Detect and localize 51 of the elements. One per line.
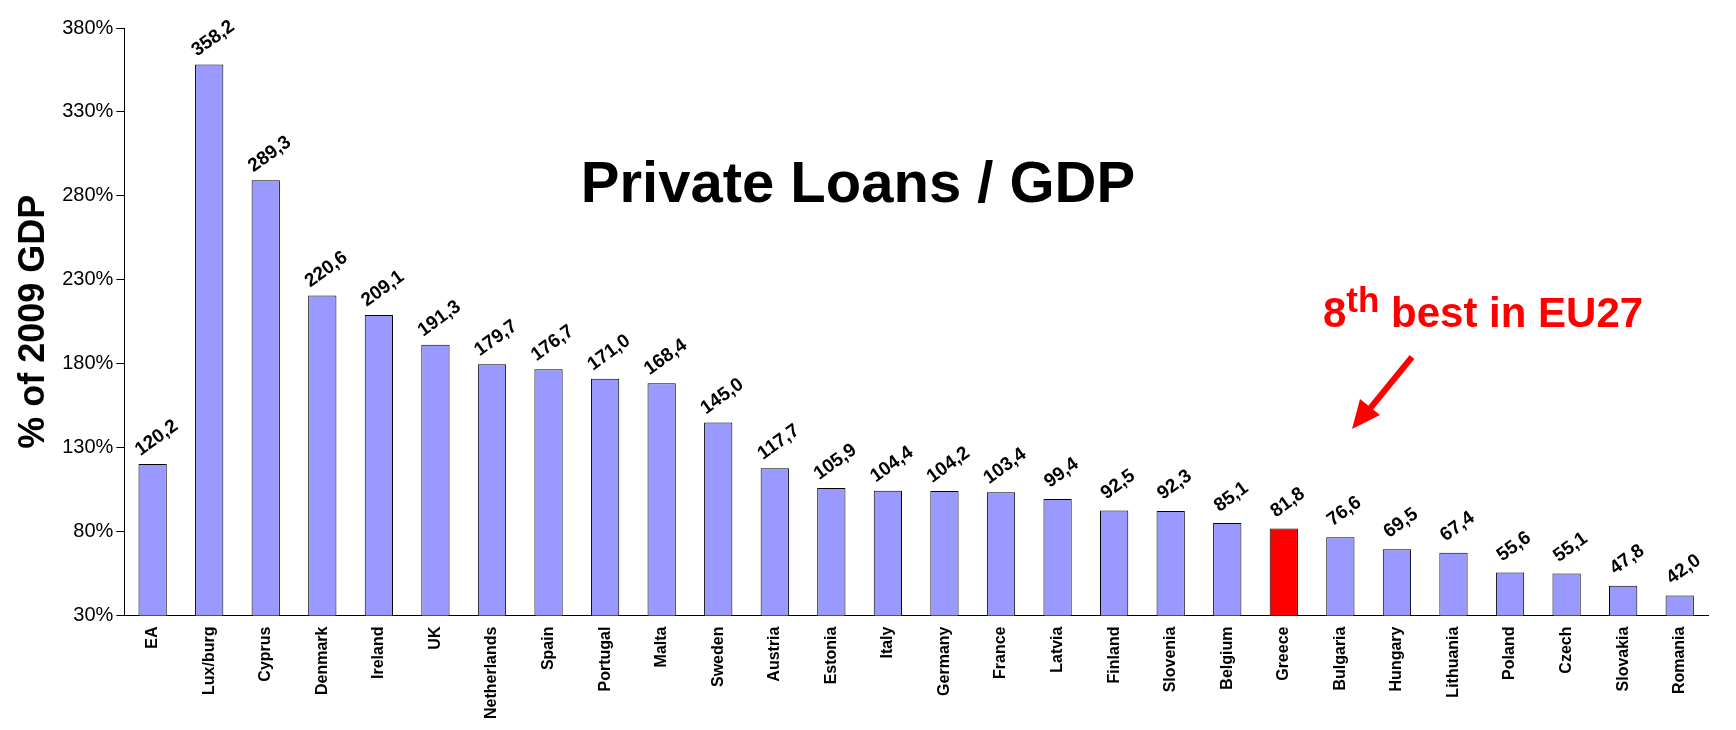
- x-tick-label: Malta: [652, 626, 670, 668]
- x-tick-label: Austria: [765, 626, 783, 682]
- x-tick-label: Italy: [878, 626, 896, 659]
- data-label: 92,3: [1152, 464, 1196, 504]
- x-tick-label: Greece: [1274, 626, 1292, 681]
- data-label: 92,5: [1096, 463, 1139, 503]
- text: Private Loans / GDP: [579, 148, 1137, 215]
- data-label: 69,5: [1379, 502, 1422, 542]
- x-tick-label: Hungary: [1387, 626, 1405, 692]
- x-tick-label: Belgium: [1217, 626, 1235, 690]
- y-tick-label: 30%: [73, 603, 114, 626]
- data-label: 81,8: [1265, 482, 1309, 521]
- x-tick-label: UK: [425, 626, 443, 650]
- x-tick-label: Czech: [1557, 626, 1575, 674]
- x-tick-label: Ireland: [369, 626, 387, 679]
- data-label: 55,1: [1548, 526, 1592, 566]
- data-label: 76,6: [1322, 490, 1365, 530]
- x-tick-label: Lithuania: [1443, 626, 1461, 698]
- x-tick-label: Finland: [1104, 626, 1122, 684]
- x-tick-label: Cyprus: [256, 626, 274, 682]
- y-axis-title: % of 2009 GDP: [10, 194, 52, 449]
- data-label: 42,0: [1661, 549, 1705, 588]
- data-label: 99,4: [1039, 452, 1083, 492]
- y-tick-label: 280%: [62, 183, 114, 206]
- data-label: 67,4: [1435, 506, 1479, 546]
- annotation: 8$^{th}$ best in EU27: [1323, 280, 1644, 337]
- x-tick-label: Bulgaria: [1330, 626, 1348, 691]
- x-tick-label: Estonia: [821, 626, 839, 685]
- x-tick-label: Romania: [1670, 626, 1688, 695]
- data-label: 47,8: [1605, 539, 1648, 578]
- x-tick-label: Netherlands: [482, 626, 500, 719]
- y-tick-label: 80%: [73, 519, 114, 542]
- y-tick-label: 130%: [62, 435, 114, 458]
- x-tick-label: Latvia: [1047, 626, 1065, 673]
- x-tick-label: Spain: [538, 626, 556, 671]
- x-tick-label: Sweden: [708, 626, 726, 687]
- x-tick-label: Lux/burg: [199, 626, 217, 695]
- y-tick-label: 180%: [62, 351, 114, 374]
- y-tick-label: 230%: [62, 267, 114, 290]
- x-tick-label: Poland: [1500, 626, 1518, 680]
- x-tick-label: Germany: [934, 626, 952, 696]
- y-tick-label: 330%: [62, 99, 114, 122]
- data-label: 85,1: [1209, 476, 1252, 516]
- x-tick-label: Slovenia: [1161, 626, 1179, 693]
- x-tick-label: France: [991, 626, 1009, 679]
- x-tick-label: Denmark: [312, 626, 330, 696]
- x-tick-label: Slovakia: [1613, 626, 1631, 692]
- x-tick-label: EA: [143, 626, 161, 649]
- y-tick-label: 380%: [62, 15, 114, 38]
- x-tick-label: Portugal: [595, 626, 613, 692]
- data-label: 55,6: [1492, 526, 1535, 565]
